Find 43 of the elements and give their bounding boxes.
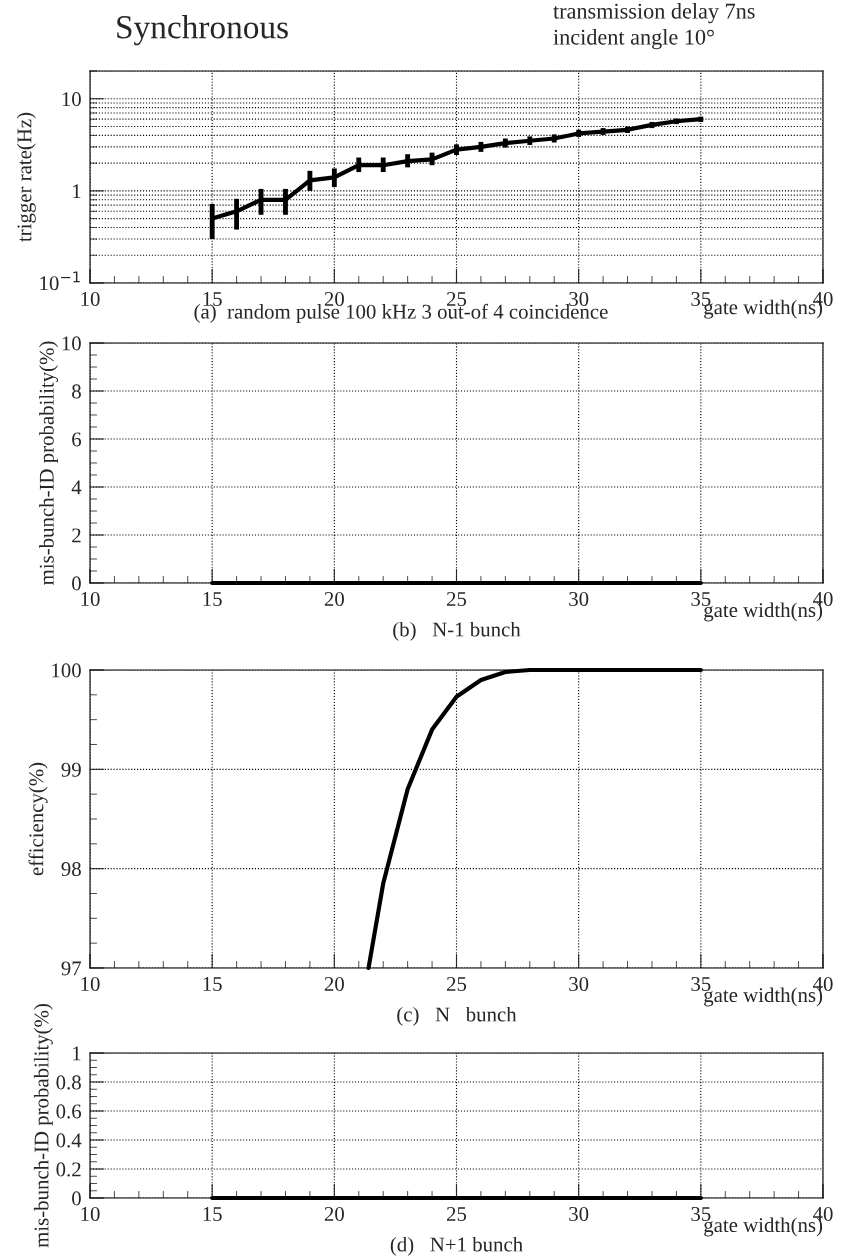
y-tick-label: 0 — [72, 1191, 81, 1206]
x-tick-label: 15 — [203, 1207, 222, 1221]
text: (d) N+1 bunch — [390, 1236, 523, 1256]
x-tick-label: 25 — [447, 976, 467, 991]
y-tick-label: 0.2 — [56, 1162, 81, 1177]
y-axis-title: mis-bunch-ID probability(%) — [39, 341, 59, 585]
x-tick-label: 30 — [569, 976, 589, 991]
text: Synchronous — [117, 15, 288, 46]
y-tick-label: 10 — [62, 336, 81, 351]
x-tick-label: 20 — [324, 976, 344, 991]
y-axis-title: trigger rate(Hz) — [16, 112, 36, 242]
text: incident angle 10° — [553, 29, 714, 50]
x-tick-label: 30 — [569, 1206, 589, 1221]
x-tick-label: 20 — [324, 591, 344, 606]
y-tick-label: 0.4 — [56, 1133, 82, 1148]
y-tick-label: 98 — [61, 862, 81, 877]
y-tick-label: 99 — [61, 762, 81, 777]
y-tick-label: 8 — [72, 384, 81, 399]
x-tick-label: 20 — [324, 1206, 344, 1221]
y-tick-label: 6 — [72, 432, 82, 447]
x-tick-label: 30 — [569, 291, 589, 306]
text: (b) N-1 bunch — [393, 621, 521, 641]
y-tick-label: 10$^{−1}$ — [40, 271, 80, 291]
y-tick-label: 100 — [52, 663, 81, 678]
y-axis-title: efficiency(%) — [28, 762, 48, 876]
y-tick-label: 0 — [72, 576, 81, 591]
y-tick-label: 97 — [61, 961, 82, 976]
x-tick-label: 15 — [203, 592, 222, 606]
y-tick-label: 10 — [62, 92, 81, 107]
x-tick-label: 30 — [569, 591, 589, 606]
y-axis-title: mis-bunch-ID probability(%) — [33, 1004, 53, 1248]
x-tick-label: 15 — [203, 977, 222, 991]
y-tick-label: 2 — [72, 528, 81, 543]
y-tick-label: 0.8 — [56, 1075, 81, 1090]
y-tick-label: 1 — [73, 184, 81, 199]
y-tick-label: 4 — [71, 480, 82, 495]
text: transmission delay 7ns — [553, 3, 755, 24]
x-tick-label: 25 — [447, 591, 467, 606]
y-tick-label: 1 — [73, 1046, 81, 1061]
y-tick-label: 0.6 — [56, 1104, 82, 1119]
text: (c) N bunch — [397, 1006, 517, 1026]
x-tick-label: 25 — [447, 1206, 467, 1221]
x-tick-label: 20 — [324, 291, 344, 306]
